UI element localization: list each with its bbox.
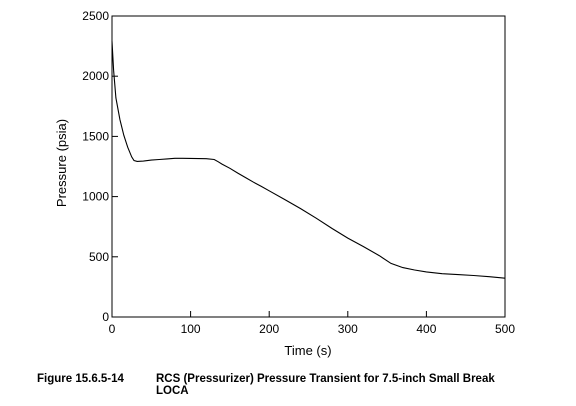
x-axis-label: Time (s) [284, 343, 331, 358]
y-tick-label: 1500 [82, 129, 109, 143]
x-tick-label: 300 [338, 322, 358, 336]
y-tick-label: 0 [102, 310, 109, 324]
y-tick-label: 500 [89, 250, 109, 264]
pressure-series-line [111, 41, 506, 279]
x-tick-label: 400 [416, 322, 436, 336]
y-tick-label: 2500 [82, 9, 109, 23]
figure-number: Figure 15.6.5-14 [37, 373, 124, 385]
y-tick-label: 2000 [82, 69, 109, 83]
pressure-chart: 0 100 200 300 400 500 0 500 1000 1500 2000 2500 Tim… [54, 9, 515, 358]
figure-title-line-2: LOCA [156, 385, 189, 397]
x-tick-label: 100 [181, 322, 201, 336]
x-tick-label: 0 [109, 322, 116, 336]
y-axis-label: Pressure (psia) [54, 119, 69, 207]
figure-title-line-1: RCS (Pressurizer) Pressure Transient for… [156, 373, 495, 385]
x-tick-label: 500 [495, 322, 515, 336]
figure-title: RCS (Pressurizer) Pressure Transient for… [156, 373, 576, 397]
x-tick-label: 200 [259, 322, 279, 336]
plot-frame [111, 15, 506, 318]
plot-area: 0 100 200 300 400 500 0 500 1000 1500 2000 2500 [82, 9, 515, 336]
y-tick-label: 1000 [82, 190, 109, 204]
